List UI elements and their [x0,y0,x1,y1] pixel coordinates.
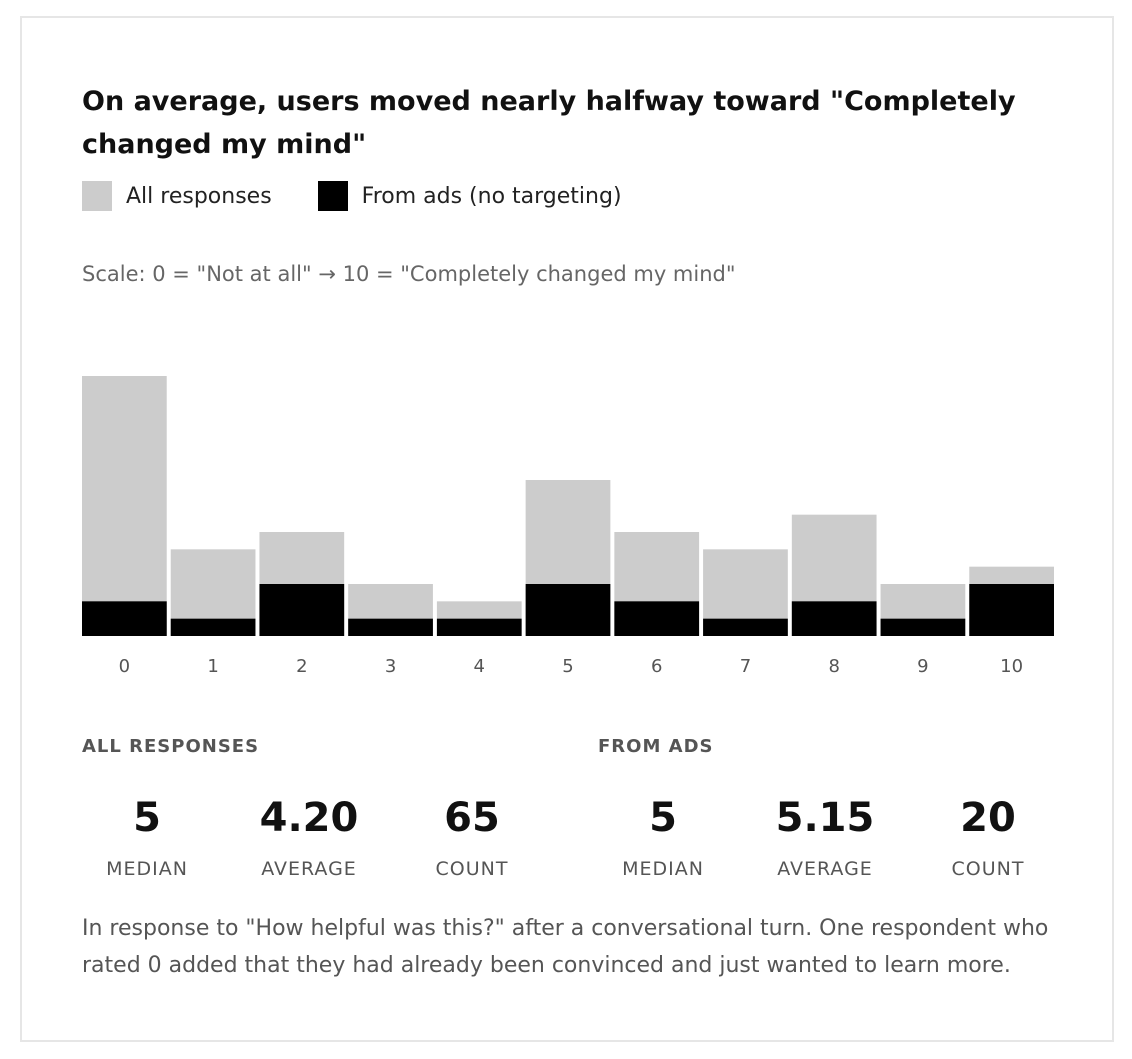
bar-ads-4 [436,618,522,636]
bar-ads-5 [525,584,611,636]
legend: All responses From ads (no targeting) [82,180,668,212]
stat-ads-count: 20 COUNT [923,796,1053,880]
stat-ads-average-label: AVERAGE [777,858,873,880]
stats-all-responses: ALL RESPONSES 5 MEDIAN 4.20 AVERAGE 65 C… [82,736,572,880]
x-tick-label-7: 7 [740,656,751,677]
legend-item-all: All responses [82,181,272,211]
stats-from-ads: FROM ADS 5 MEDIAN 5.15 AVERAGE 20 COUNT [598,736,1088,880]
bar-ads-2 [259,584,345,636]
bar-chart: 0 1 2 3 4 5 6 7 8 9 10 [82,376,1054,677]
stat-all-median: 5 MEDIAN [82,796,212,880]
stat-ads-average: 5.15 AVERAGE [760,796,890,880]
bar-ads-1 [170,618,256,636]
stat-all-average: 4.20 AVERAGE [244,796,374,880]
stat-ads-median: 5 MEDIAN [598,796,728,880]
chart-title: On average, users moved nearly halfway t… [82,86,1016,160]
x-tick-label-2: 2 [296,656,307,677]
bar-ads-8 [791,601,877,636]
legend-swatch-all [82,181,112,211]
legend-label-ads: From ads (no targeting) [361,183,622,209]
x-tick-label-4: 4 [474,656,485,677]
stats-all-heading: ALL RESPONSES [82,736,260,757]
footnote: In response to "How helpful was this?" a… [82,916,1049,978]
stat-ads-count-label: COUNT [951,858,1025,880]
scale-note: Scale: 0 = "Not at all" → 10 = "Complete… [82,262,736,286]
stat-ads-count-value: 20 [960,795,1016,841]
legend-label-all: All responses [126,183,272,209]
stat-all-median-label: MEDIAN [106,858,188,880]
bar-ads-10 [969,584,1054,636]
legend-swatch-ads [317,181,348,211]
bar-ads-9 [880,618,966,636]
x-tick-label-8: 8 [828,656,839,677]
x-tick-label-9: 9 [917,656,928,677]
bar-all-0 [82,376,167,636]
x-tick-label-6: 6 [651,656,662,677]
x-tick-label-10: 10 [1000,656,1023,677]
stats-ads-heading: FROM ADS [598,736,714,757]
x-tick-label-5: 5 [562,656,573,677]
stat-ads-average-value: 5.15 [775,795,875,841]
stat-all-average-label: AVERAGE [261,858,357,880]
stat-all-median-value: 5 [133,795,161,841]
stat-all-average-value: 4.20 [259,795,359,841]
bar-ads-7 [703,618,788,636]
stat-all-count: 65 COUNT [407,796,537,880]
bar-ads-0 [82,601,167,636]
bar-ads-6 [614,601,700,636]
x-tick-label-1: 1 [207,656,218,677]
chart-card: On average, users moved nearly halfway t… [20,16,1114,1042]
bar-ads-3 [348,618,433,636]
x-tick-label-3: 3 [385,656,396,677]
stat-ads-median-value: 5 [649,795,677,841]
legend-item-ads: From ads (no targeting) [317,181,622,211]
stat-all-count-label: COUNT [435,858,509,880]
stat-all-count-value: 65 [444,795,500,841]
x-tick-label-0: 0 [119,656,130,677]
stat-ads-median-label: MEDIAN [622,858,704,880]
